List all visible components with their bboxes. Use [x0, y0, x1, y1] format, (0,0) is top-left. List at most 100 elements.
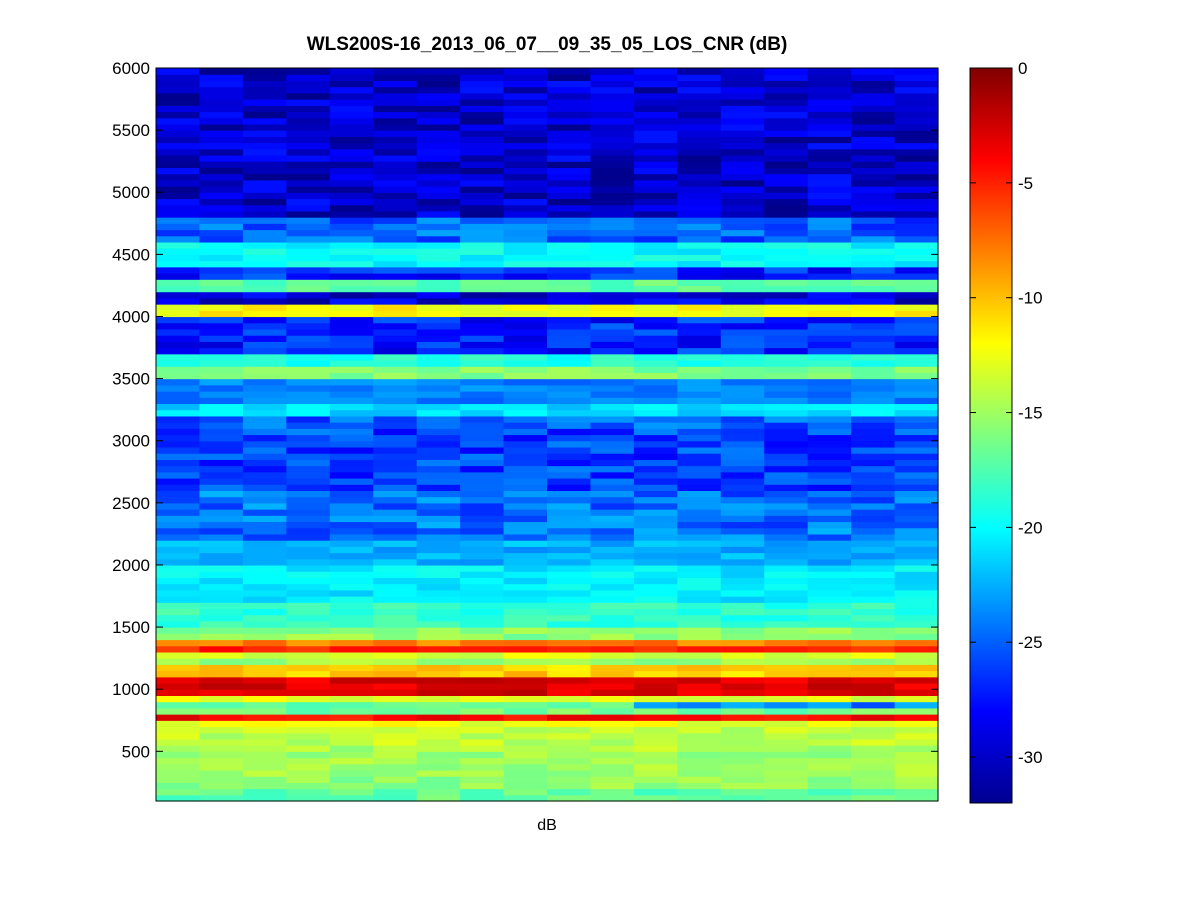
heatmap-cell: [199, 446, 244, 454]
heatmap-cell: [633, 254, 678, 262]
heatmap-cell: [547, 353, 592, 361]
heatmap-cell: [807, 378, 852, 386]
heatmap-cell: [242, 664, 287, 672]
heatmap-cell: [242, 223, 287, 231]
y-tick-label: 500: [122, 742, 150, 761]
heatmap-cell: [373, 589, 418, 597]
heatmap-cell: [416, 552, 461, 560]
heatmap-cell: [590, 235, 635, 243]
heatmap-cell: [156, 409, 201, 417]
heatmap-cell: [416, 353, 461, 361]
heatmap-cell: [547, 378, 592, 386]
heatmap-cell: [503, 341, 548, 349]
heatmap-cell: [460, 490, 505, 498]
heatmap-cell: [286, 210, 331, 218]
heatmap-cell: [503, 676, 548, 684]
heatmap-cell: [590, 266, 635, 274]
heatmap-cell: [286, 515, 331, 523]
heatmap-cell: [373, 546, 418, 554]
heatmap-cell: [503, 558, 548, 566]
heatmap-cell: [373, 304, 418, 311]
heatmap-cell: [156, 533, 201, 541]
heatmap-cell: [199, 111, 244, 119]
heatmap-cell: [547, 372, 592, 380]
heatmap-cell: [156, 428, 201, 436]
heatmap-cell: [547, 86, 592, 94]
heatmap-cell: [590, 279, 635, 287]
heatmap-cell: [547, 583, 592, 591]
heatmap-cell: [416, 496, 461, 504]
heatmap-cell: [460, 502, 505, 510]
heatmap-cell: [329, 266, 374, 274]
heatmap-cell: [503, 614, 548, 622]
heatmap-cell: [286, 99, 331, 106]
heatmap-cell: [329, 552, 374, 560]
heatmap-cell: [851, 167, 896, 175]
heatmap-cell: [329, 279, 374, 287]
heatmap-cell: [416, 148, 461, 156]
heatmap-cell: [677, 353, 722, 361]
heatmap-cell: [894, 627, 939, 634]
heatmap-cell: [633, 297, 678, 305]
heatmap-cell: [416, 564, 461, 572]
heatmap-cell: [503, 434, 548, 442]
heatmap-cell: [460, 74, 505, 82]
heatmap-cell: [242, 74, 287, 82]
heatmap-cell: [286, 465, 331, 473]
heatmap-cell: [373, 391, 418, 398]
heatmap-cell: [460, 397, 505, 405]
heatmap-cell: [503, 80, 548, 88]
heatmap-cell: [242, 651, 287, 659]
heatmap-cell: [373, 148, 418, 156]
heatmap-cell: [764, 272, 809, 280]
heatmap-cell: [764, 359, 809, 367]
heatmap-cell: [199, 142, 244, 150]
heatmap-cell: [807, 415, 852, 423]
heatmap-cell: [633, 328, 678, 336]
heatmap-cell: [677, 186, 722, 193]
heatmap-cell: [720, 74, 765, 82]
heatmap-cell: [329, 521, 374, 529]
heatmap-cell: [329, 68, 374, 75]
heatmap-cell: [547, 99, 592, 106]
heatmap-cell: [286, 633, 331, 641]
heatmap-cell: [547, 130, 592, 137]
heatmap-cell: [329, 297, 374, 305]
heatmap-cell: [329, 397, 374, 405]
heatmap-cell: [242, 335, 287, 342]
heatmap-cell: [677, 328, 722, 336]
heatmap-cell: [242, 291, 287, 299]
heatmap-cell: [894, 391, 939, 398]
heatmap-cell: [764, 689, 809, 696]
heatmap-cell: [764, 210, 809, 218]
heatmap-cell: [720, 353, 765, 361]
heatmap-cell: [633, 86, 678, 94]
heatmap-cell: [807, 248, 852, 255]
heatmap-cell: [851, 459, 896, 467]
heatmap-cell: [807, 583, 852, 591]
heatmap-cell: [633, 614, 678, 622]
heatmap-cell: [807, 241, 852, 249]
colorbar-tick-label: -25: [1018, 633, 1043, 652]
heatmap-cell: [633, 620, 678, 628]
heatmap-cell: [720, 260, 765, 268]
heatmap-cell: [720, 397, 765, 405]
heatmap-cell: [807, 571, 852, 578]
heatmap-cell: [547, 68, 592, 75]
heatmap-cell: [199, 297, 244, 305]
heatmap-cell: [242, 794, 287, 802]
heatmap-cell: [851, 111, 896, 119]
heatmap-cell: [720, 738, 765, 746]
heatmap-cell: [894, 776, 939, 783]
heatmap-cell: [807, 788, 852, 796]
heatmap-cell: [851, 738, 896, 746]
heatmap-cell: [851, 123, 896, 131]
heatmap-cell: [503, 745, 548, 752]
heatmap-cell: [503, 223, 548, 231]
heatmap-cell: [633, 310, 678, 318]
heatmap-cell: [547, 502, 592, 510]
heatmap-cell: [851, 664, 896, 672]
heatmap-cell: [894, 689, 939, 696]
heatmap-cell: [764, 596, 809, 603]
heatmap-cell: [720, 279, 765, 287]
